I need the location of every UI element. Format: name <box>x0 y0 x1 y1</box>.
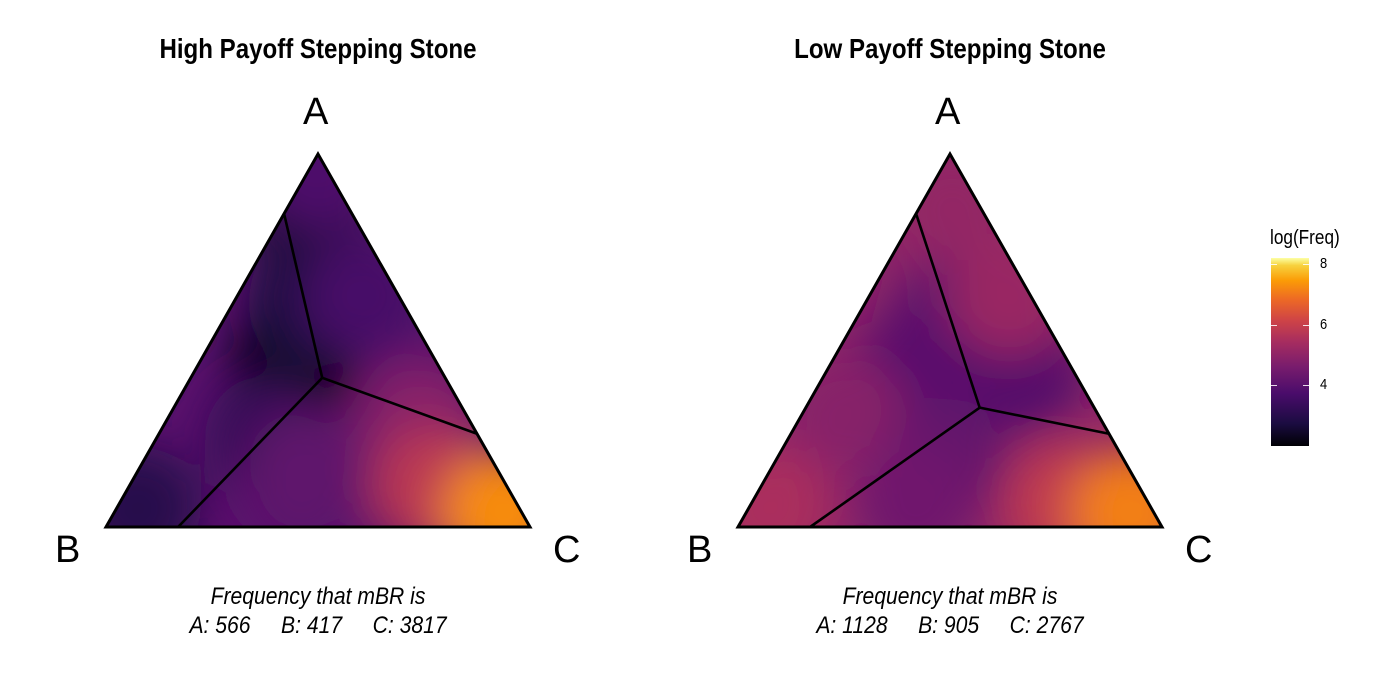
caption-counts: A: 1128 B: 905 C: 2767 <box>670 612 1230 640</box>
heatmap-cell <box>442 450 530 527</box>
count-b: B: 905 <box>918 612 980 639</box>
caption-heading: Frequency that mBR is <box>210 583 426 610</box>
ternary-heatmap <box>735 150 1165 529</box>
vertex-label-c: C <box>553 529 581 571</box>
region-boundary-line <box>177 376 324 528</box>
legend-tick-mark <box>1303 324 1309 326</box>
count-a: A: 566 <box>189 612 251 639</box>
count-c: C: 3817 <box>372 612 447 639</box>
legend-title: log(Freq) <box>1270 227 1340 249</box>
region-boundary-line <box>809 406 981 529</box>
vertex-label-b: B <box>687 529 713 571</box>
heatmap-field <box>106 154 530 527</box>
count-a: A: 1128 <box>816 612 888 639</box>
ternary-heatmap <box>103 150 533 529</box>
heatmap-cell <box>106 446 200 527</box>
vertex-label-b: B <box>55 529 81 571</box>
heatmap-cell <box>302 233 427 358</box>
heatmap-cell <box>245 409 370 527</box>
count-c: C: 2767 <box>1009 612 1084 639</box>
caption-counts: A: 566 B: 417 C: 3817 <box>38 612 598 640</box>
chart-title: High Payoff Stepping Stone <box>159 33 477 64</box>
legend-tick-mark <box>1303 264 1309 266</box>
chart-title: Low Payoff Stepping Stone <box>794 33 1106 64</box>
vertex-label-c: C <box>1185 529 1213 571</box>
legend-tick-mark <box>1303 385 1309 387</box>
legend-tick-mark <box>1271 324 1277 326</box>
legend-tick-mark <box>1271 264 1277 266</box>
color-legend: log(Freq) 4 6 8 <box>1262 224 1362 464</box>
heatmap-cell <box>947 233 1072 358</box>
count-b: B: 417 <box>281 612 343 639</box>
heatmap-cell <box>738 446 832 527</box>
region-boundary-line <box>321 376 478 435</box>
region-boundary-line <box>979 406 1110 436</box>
triangle-outline <box>735 150 1165 529</box>
chart-panel-low-payoff: Low Payoff Stepping Stone A B C Frequenc… <box>632 0 1272 675</box>
legend-tick-mark <box>1271 385 1277 387</box>
region-boundary-line <box>282 213 324 379</box>
vertex-label-a: A <box>303 91 329 133</box>
legend-colorbar <box>1271 258 1309 446</box>
legend-tick-label: 4 <box>1320 376 1328 394</box>
region-boundary-line <box>914 213 981 409</box>
heatmap-field <box>738 154 1162 527</box>
legend-tick-label: 8 <box>1320 255 1328 273</box>
heatmap-cell <box>1070 450 1162 527</box>
vertex-label-a: A <box>935 91 961 133</box>
legend-tick-label: 6 <box>1320 315 1328 333</box>
triangle-outline <box>103 150 533 529</box>
chart-panel-high-payoff: High Payoff Stepping Stone A B C Frequen… <box>0 0 640 675</box>
caption-heading: Frequency that mBR is <box>842 583 1058 610</box>
heatmap-cell <box>854 442 979 527</box>
heatmap-cell <box>256 154 380 231</box>
